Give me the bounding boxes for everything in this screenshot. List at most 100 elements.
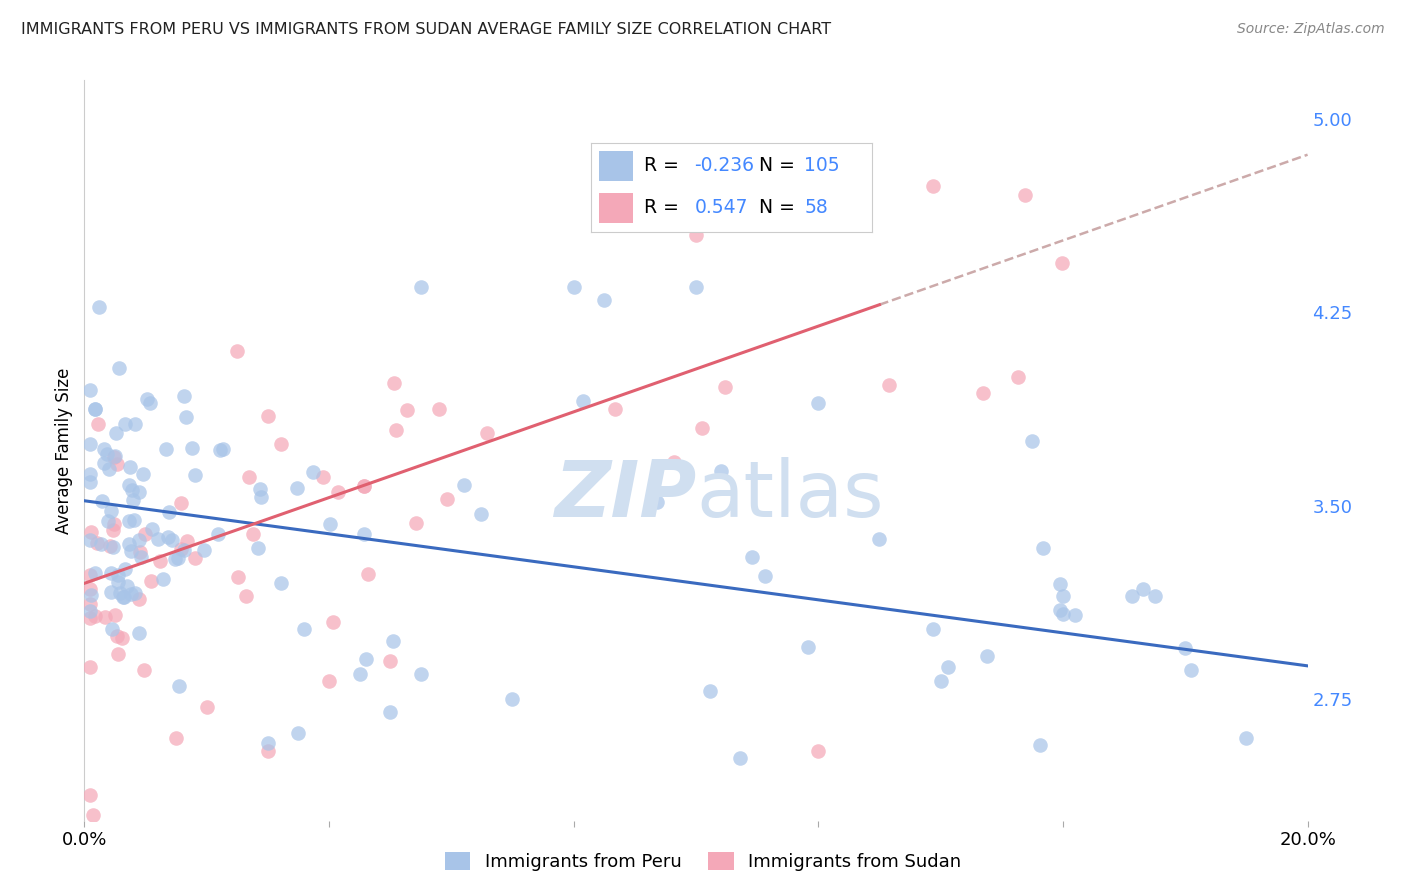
Point: [380, 654, 402, 668]
Point: [83, 402, 105, 417]
Text: IMMIGRANTS FROM PERU VS IMMIGRANTS FROM SUDAN AVERAGE FAMILY SIZE CORRELATION CH: IMMIGRANTS FROM PERU VS IMMIGRANTS FROM …: [21, 22, 831, 37]
Point: [287, 726, 309, 740]
Point: [80, 588, 103, 602]
Point: [741, 550, 763, 565]
Point: [728, 751, 751, 765]
Point: [270, 576, 292, 591]
Point: [79, 475, 101, 489]
Point: [173, 542, 195, 557]
Point: [972, 385, 994, 400]
Point: [107, 567, 129, 582]
Point: [117, 478, 139, 492]
Point: [929, 674, 952, 689]
Point: [184, 551, 207, 566]
Point: [470, 508, 492, 522]
Point: [349, 666, 371, 681]
Text: R =: R =: [644, 198, 685, 218]
Point: [121, 483, 143, 497]
Point: [1049, 577, 1071, 591]
Point: [319, 517, 342, 532]
Text: -0.236: -0.236: [695, 156, 755, 176]
Point: [96, 447, 118, 461]
Point: [79, 597, 101, 611]
Point: [165, 731, 187, 745]
Point: [249, 483, 271, 497]
Point: [475, 425, 498, 440]
Point: [257, 744, 280, 758]
Point: [97, 514, 120, 528]
Point: [312, 470, 335, 484]
Point: [1021, 434, 1043, 449]
Point: [318, 674, 340, 689]
Point: [409, 279, 432, 293]
Point: [139, 396, 162, 410]
Point: [877, 378, 900, 392]
Point: [149, 554, 172, 568]
Point: [100, 585, 122, 599]
Point: [754, 568, 776, 582]
Text: N =: N =: [759, 156, 801, 176]
Point: [79, 788, 101, 802]
Point: [115, 579, 138, 593]
Point: [193, 543, 215, 558]
Point: [114, 562, 136, 576]
Point: [105, 629, 128, 643]
Point: [80, 525, 103, 540]
Point: [112, 591, 135, 605]
Point: [807, 395, 830, 409]
Point: [1236, 731, 1258, 745]
Point: [103, 450, 125, 464]
Point: [107, 360, 129, 375]
Point: [593, 293, 616, 307]
Point: [174, 409, 197, 424]
Point: [1132, 582, 1154, 596]
Point: [1121, 589, 1143, 603]
Point: [90, 537, 112, 551]
Point: [562, 279, 585, 293]
Point: [128, 485, 150, 500]
Point: [155, 442, 177, 457]
Point: [128, 625, 150, 640]
Point: [120, 587, 142, 601]
Text: 0.547: 0.547: [695, 198, 748, 218]
Point: [380, 706, 402, 720]
Point: [353, 479, 375, 493]
Point: [104, 449, 127, 463]
Point: [922, 178, 945, 193]
Point: [1052, 589, 1074, 603]
Point: [124, 586, 146, 600]
Point: [353, 527, 375, 541]
Point: [395, 403, 418, 417]
Point: [270, 436, 292, 450]
Point: [118, 459, 141, 474]
Point: [167, 680, 190, 694]
Point: [86, 536, 108, 550]
Point: [226, 570, 249, 584]
Point: [247, 541, 270, 555]
Point: [170, 496, 193, 510]
Point: [100, 566, 122, 580]
Point: [382, 376, 405, 391]
Point: [322, 615, 344, 629]
Point: [111, 631, 134, 645]
Point: [84, 402, 107, 417]
Point: [128, 545, 150, 559]
Point: [141, 522, 163, 536]
Point: [1052, 256, 1074, 270]
Point: [117, 537, 139, 551]
Point: [1052, 607, 1074, 622]
Point: [103, 516, 125, 531]
Point: [294, 622, 316, 636]
Point: [235, 589, 257, 603]
Point: [132, 467, 155, 481]
Point: [1032, 541, 1054, 555]
Point: [165, 551, 187, 566]
Point: [148, 533, 170, 547]
Point: [93, 456, 115, 470]
Point: [357, 567, 380, 582]
Point: [128, 533, 150, 547]
Point: [571, 394, 593, 409]
Point: [180, 442, 202, 456]
Point: [156, 530, 179, 544]
Point: [405, 516, 427, 531]
